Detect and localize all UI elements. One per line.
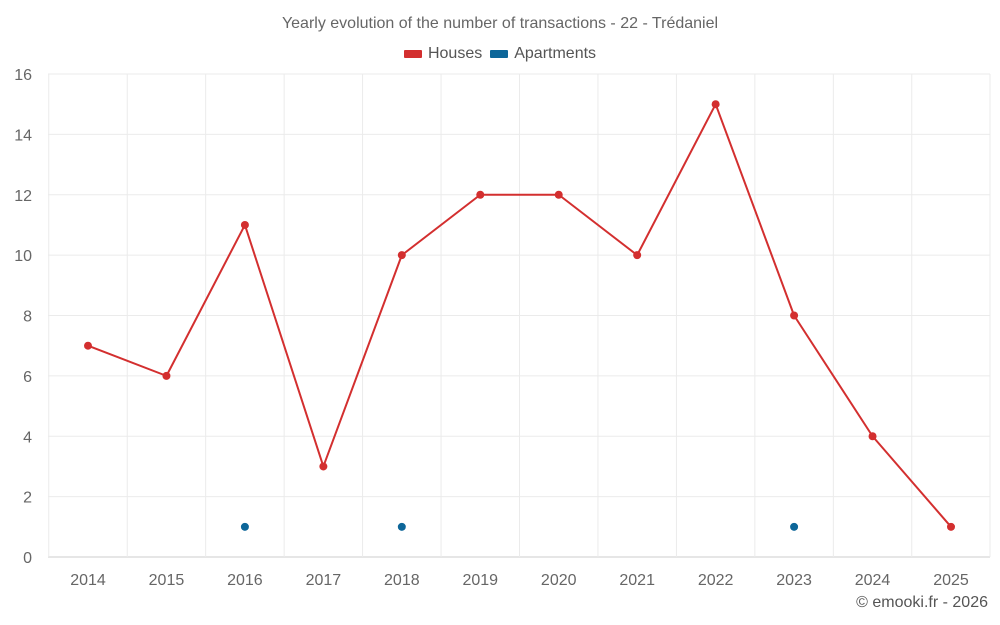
data-point-apartments xyxy=(790,522,799,531)
y-tick-label: 10 xyxy=(14,248,32,265)
data-point-houses xyxy=(476,190,485,199)
series-line-houses xyxy=(87,103,952,528)
x-tick-label: 2015 xyxy=(149,572,185,589)
data-point-houses xyxy=(947,522,955,531)
y-tick-label: 0 xyxy=(23,550,32,567)
data-point-houses xyxy=(790,311,799,320)
data-point-apartments xyxy=(240,522,249,531)
y-tick-label: 8 xyxy=(23,309,32,326)
x-tick-label: 2024 xyxy=(855,572,891,589)
data-point-houses xyxy=(633,251,642,260)
y-tick-label: 6 xyxy=(23,369,32,386)
legend-swatch-apartments xyxy=(490,50,509,58)
legend-swatch-houses xyxy=(403,50,422,58)
data-point-apartments xyxy=(397,522,406,531)
chart-title: Yearly evolution of the number of transa… xyxy=(281,15,719,32)
x-tick-label: 2023 xyxy=(776,572,812,589)
legend: Houses Apartments xyxy=(0,45,1000,63)
x-tick-label: 2016 xyxy=(227,572,263,589)
data-point-houses xyxy=(711,100,720,109)
legend-label-apartments: Apartments xyxy=(514,45,597,62)
y-tick-label: 16 xyxy=(14,67,32,84)
data-point-houses xyxy=(240,220,249,229)
x-tick-label: 2019 xyxy=(462,572,498,589)
y-tick-label: 4 xyxy=(23,429,32,446)
x-tick-label: 2020 xyxy=(541,572,577,589)
y-tick-label: 12 xyxy=(14,188,32,205)
credit-text: © emooki.fr - 2026 xyxy=(856,594,988,611)
x-tick-label: 2014 xyxy=(70,572,106,589)
data-point-houses xyxy=(397,251,406,260)
data-point-houses xyxy=(554,190,563,199)
x-tick-label: 2018 xyxy=(384,572,420,589)
data-point-houses xyxy=(84,341,92,350)
x-tick-label: 2022 xyxy=(698,572,734,589)
y-tick-label: 2 xyxy=(23,490,32,507)
legend-item-houses[interactable]: Houses xyxy=(403,45,483,63)
x-tick-label: 2017 xyxy=(306,572,342,589)
data-point-houses xyxy=(319,462,328,471)
x-tick-label: 2021 xyxy=(619,572,655,589)
legend-label-houses: Houses xyxy=(427,45,483,62)
x-tick-label: 2025 xyxy=(933,572,969,589)
legend-item-apartments[interactable]: Apartments xyxy=(490,45,596,63)
data-point-houses xyxy=(162,371,171,380)
y-tick-label: 14 xyxy=(14,127,32,144)
data-point-houses xyxy=(868,432,877,441)
